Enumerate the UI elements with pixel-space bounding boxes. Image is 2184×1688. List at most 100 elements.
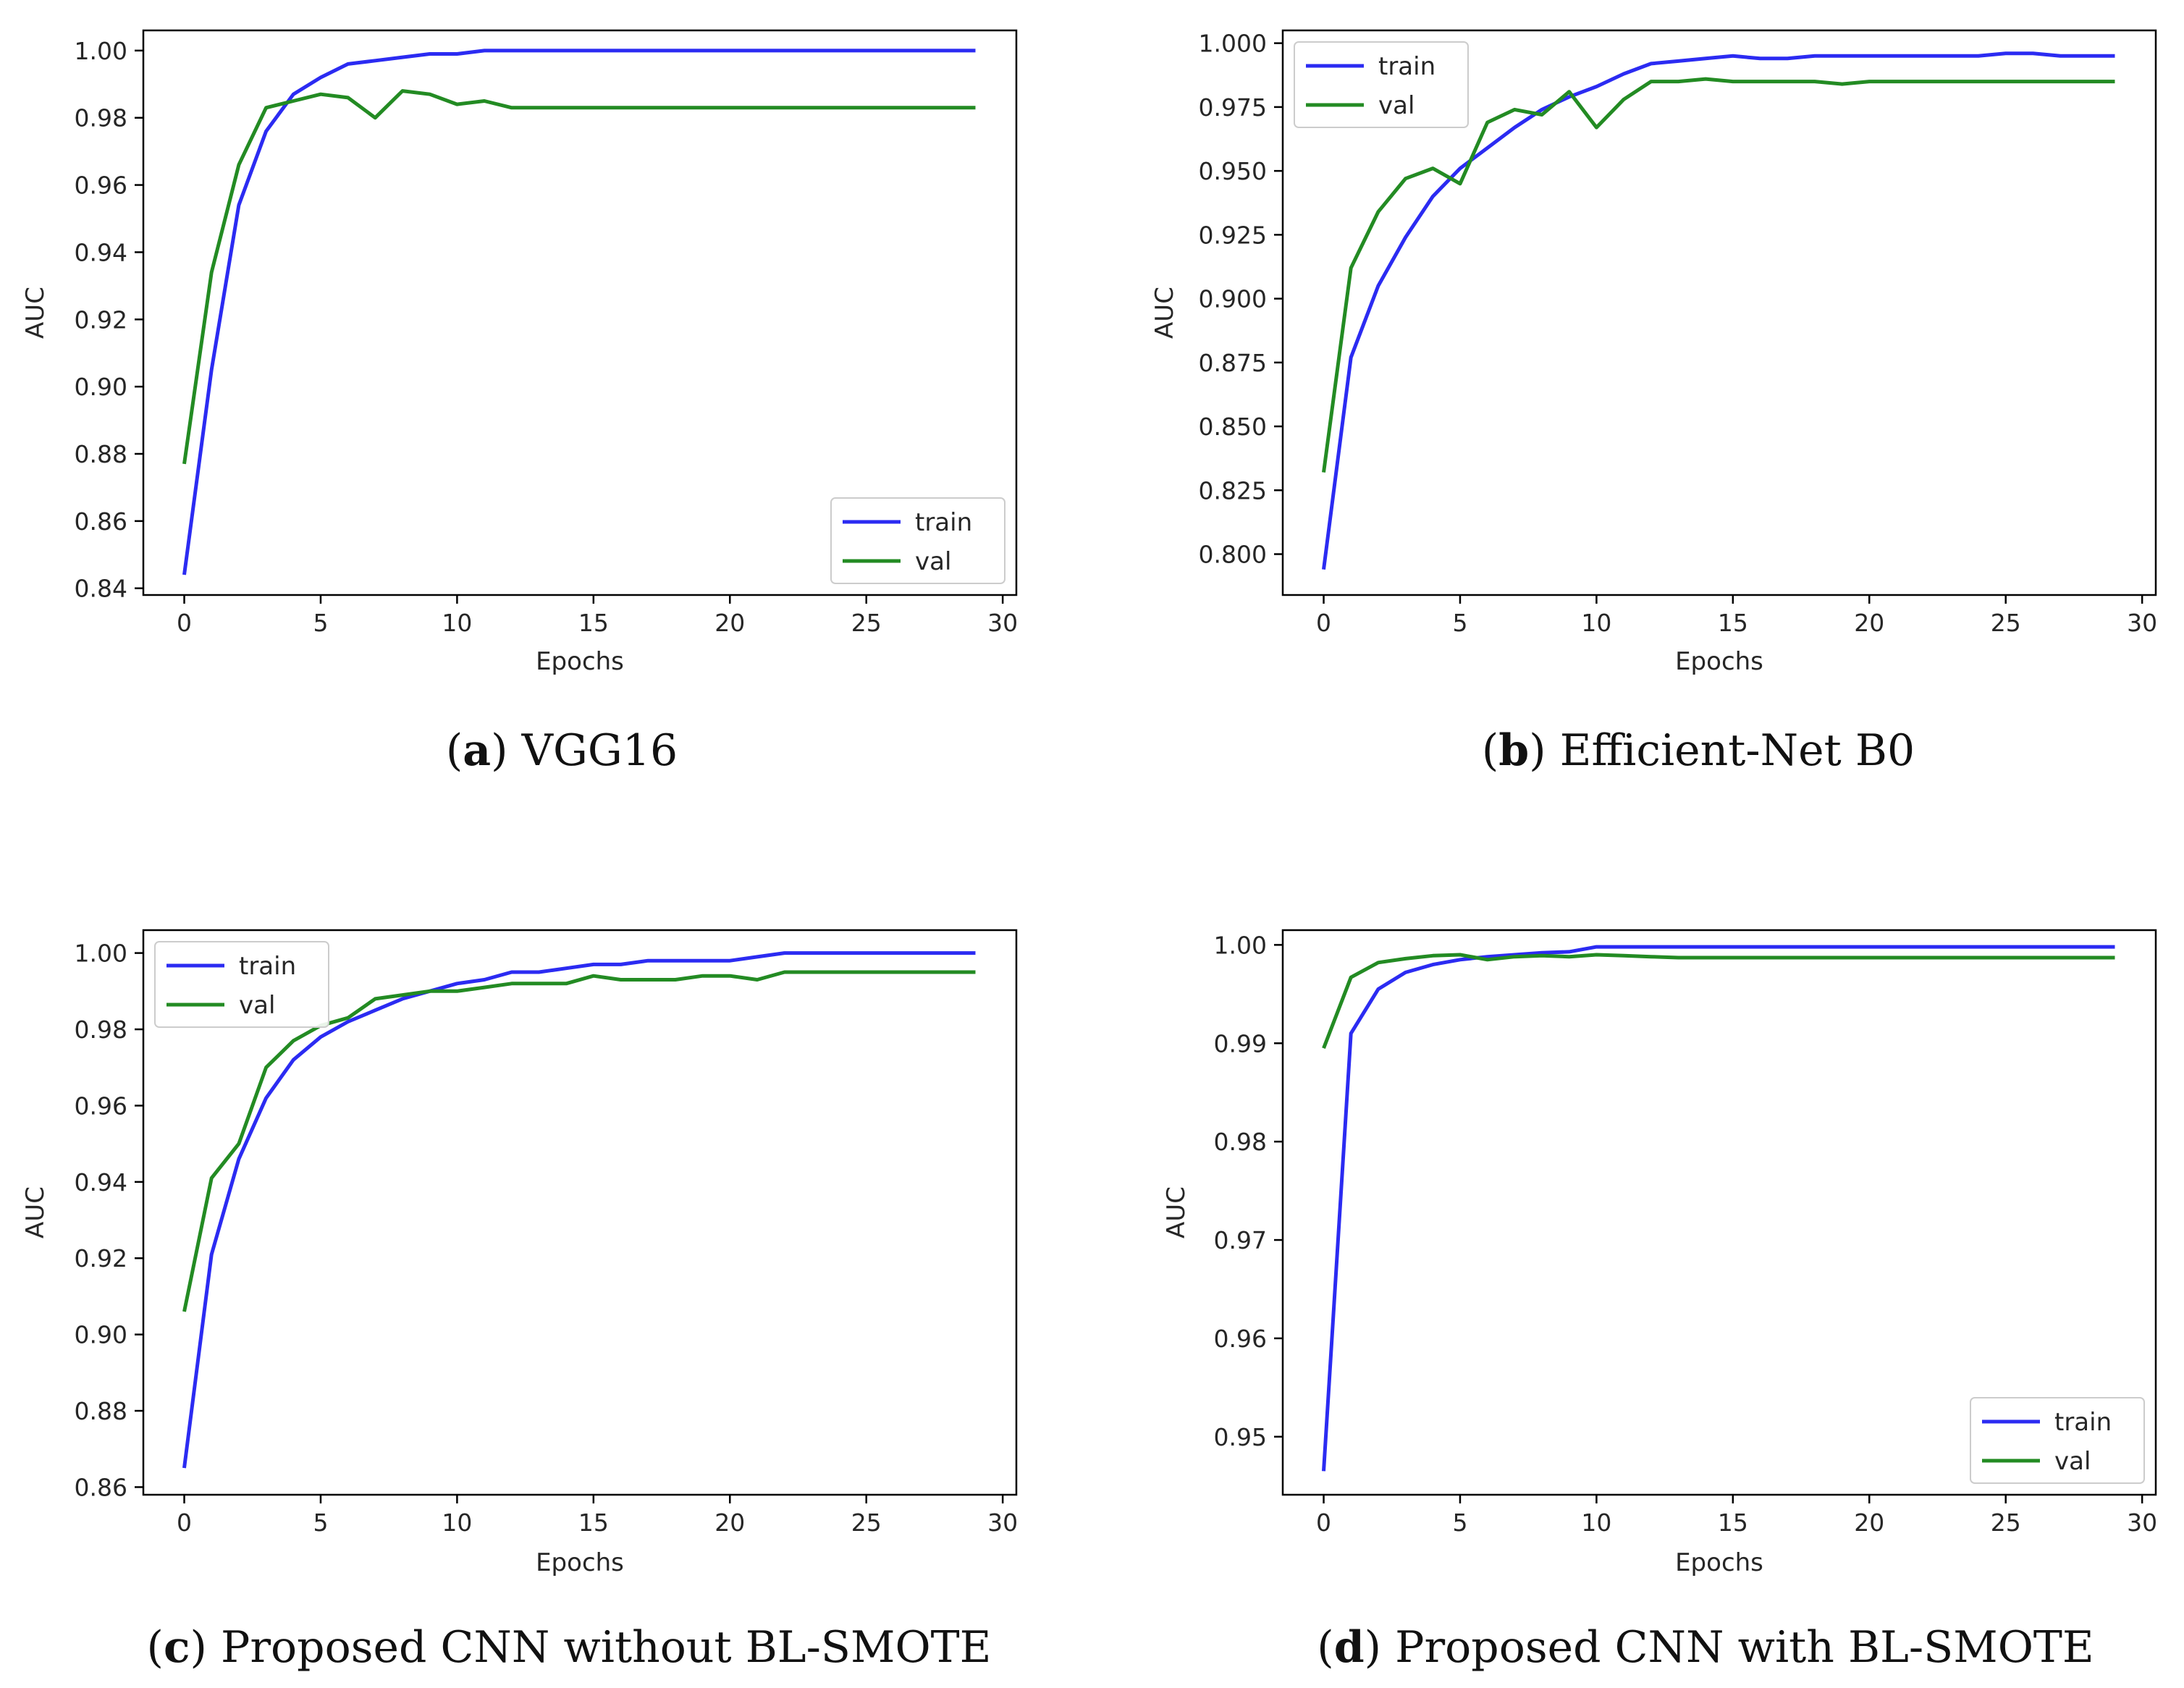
x-tick-label: 30 (2127, 1508, 2157, 1537)
legend: train val (830, 497, 1005, 584)
x-tick-label: 10 (1581, 609, 1611, 637)
y-tick-label: 0.88 (75, 440, 127, 468)
caption-paren-close: ) (1365, 1622, 1395, 1673)
caption-paren-close: ) (1529, 725, 1559, 776)
chart-panel-a: 0 5 10 15 20 25 30 0.84 0.86 0.88 0.90 0.92 0.94 0.96… (21, 29, 1018, 776)
y-tick-label: 0.98 (1214, 1128, 1267, 1156)
y-tick-label: 0.97 (1214, 1226, 1267, 1254)
x-tick-label: 5 (313, 1508, 328, 1537)
x-tick-label: 25 (851, 609, 882, 637)
y-tick-label: 0.900 (1199, 285, 1267, 313)
series-line-val (182, 89, 976, 465)
y-axis-title: AUC (1150, 287, 1179, 339)
x-tick-label: 0 (177, 609, 192, 637)
x-axis-title: Epochs (1675, 647, 1763, 676)
x-axis-title: Epochs (1675, 1548, 1763, 1577)
y-tick-label: 0.99 (1214, 1029, 1267, 1058)
y-tick-label: 0.86 (75, 1473, 127, 1501)
caption-title: Proposed CNN without BL-SMOTE (221, 1622, 991, 1673)
x-tick-label: 25 (1991, 609, 2021, 637)
x-tick-label: 0 (177, 1508, 192, 1537)
y-tick-label: 0.875 (1199, 349, 1267, 377)
x-axis-title: Epochs (536, 1548, 624, 1577)
panel-caption: (a) VGG16 (446, 725, 678, 776)
legend: train val (1294, 41, 1469, 128)
chart-panel-b: 0 5 10 15 20 25 30 0.800 0.825 0.850 0.875 0.900 0.9… (1150, 30, 2157, 776)
y-tick-label: 0.98 (75, 1016, 127, 1044)
y-tick-label: 0.96 (75, 172, 127, 200)
x-tick-label: 0 (1316, 609, 1331, 637)
plot-frame (142, 929, 1018, 1496)
y-tick-label: 0.86 (75, 507, 127, 536)
caption-paren-open: ( (147, 1622, 164, 1673)
y-tick-label: 0.95 (1214, 1423, 1267, 1451)
legend-label-train: train (239, 952, 296, 981)
caption-paren-close: ) (190, 1622, 221, 1673)
caption-title: Proposed CNN with BL-SMOTE (1395, 1622, 2094, 1673)
x-tick-label: 0 (1316, 1508, 1331, 1537)
legend-label-train: train (1378, 52, 1435, 81)
caption-letter: b (1498, 725, 1529, 776)
panel-caption: (b) Efficient-Net B0 (1482, 725, 1915, 776)
caption-paren-close: ) (491, 725, 521, 776)
series-line-train (182, 951, 976, 1469)
plot-frame (142, 29, 1018, 596)
y-axis-title: AUC (21, 1186, 50, 1238)
x-tick-label: 10 (442, 1508, 472, 1537)
y-tick-label: 0.84 (75, 575, 127, 603)
panel-caption: (d) Proposed CNN with BL-SMOTE (1317, 1622, 2094, 1673)
y-tick-label: 0.96 (75, 1092, 127, 1120)
x-tick-label: 5 (313, 609, 328, 637)
y-tick-label: 0.90 (75, 1321, 127, 1349)
caption-paren-open: ( (1317, 1622, 1333, 1673)
y-tick-label: 0.800 (1199, 541, 1267, 569)
y-tick-label: 0.925 (1199, 221, 1267, 249)
x-tick-label: 20 (1854, 609, 1884, 637)
legend-label-val: val (2054, 1447, 2091, 1476)
x-tick-label: 15 (578, 609, 609, 637)
plot-frame (1281, 29, 2157, 596)
y-tick-label: 0.92 (75, 305, 127, 334)
legend-label-train: train (2054, 1408, 2112, 1437)
y-tick-label: 0.850 (1199, 413, 1267, 441)
y-tick-label: 1.00 (1214, 931, 1267, 959)
series-line-train (1322, 51, 2115, 570)
panel-caption: (c) Proposed CNN without BL-SMOTE (147, 1622, 992, 1673)
caption-title: Efficient-Net B0 (1560, 725, 1915, 776)
x-tick-label: 20 (714, 1508, 745, 1537)
series-line-train (1322, 945, 2115, 1472)
y-tick-label: 0.90 (75, 373, 127, 401)
x-tick-label: 5 (1452, 609, 1467, 637)
legend-label-train: train (915, 508, 972, 537)
y-tick-label: 1.00 (75, 37, 127, 65)
x-axis-title: Epochs (536, 647, 624, 676)
x-tick-label: 25 (1991, 1508, 2021, 1537)
caption-letter: d (1334, 1622, 1365, 1673)
x-tick-label: 30 (987, 1508, 1018, 1537)
caption-title: VGG16 (521, 725, 678, 776)
series-line-val (1322, 77, 2115, 473)
x-tick-label: 15 (1718, 1508, 1748, 1537)
chart-panel-c: 0 5 10 15 20 25 30 0.86 0.88 0.90 0.92 0.94 0.96 0.98… (21, 929, 1018, 1673)
caption-letter: a (463, 725, 491, 776)
plot-frame (1281, 929, 2157, 1496)
x-tick-label: 15 (578, 1508, 609, 1537)
x-tick-label: 20 (714, 609, 745, 637)
x-tick-label: 15 (1718, 609, 1748, 637)
legend-label-val: val (239, 991, 275, 1020)
series-line-val (1322, 953, 2115, 1049)
caption-letter: c (164, 1622, 190, 1673)
x-tick-label: 25 (851, 1508, 882, 1537)
y-tick-label: 0.975 (1199, 93, 1267, 122)
y-axis-title: AUC (21, 287, 50, 339)
x-tick-label: 5 (1452, 1508, 1467, 1537)
legend-label-val: val (1378, 91, 1414, 120)
chart-panel-d: 0 5 10 15 20 25 30 0.95 0.96 0.97 0.98 0.99 1.00 Epoc… (1162, 929, 2157, 1673)
y-tick-label: 0.92 (75, 1244, 127, 1273)
x-tick-label: 30 (2127, 609, 2157, 637)
series-line-val (182, 970, 976, 1312)
y-tick-label: 0.950 (1199, 157, 1267, 185)
y-tick-label: 0.825 (1199, 476, 1267, 505)
y-tick-label: 0.94 (75, 1168, 127, 1197)
x-tick-label: 30 (987, 609, 1018, 637)
